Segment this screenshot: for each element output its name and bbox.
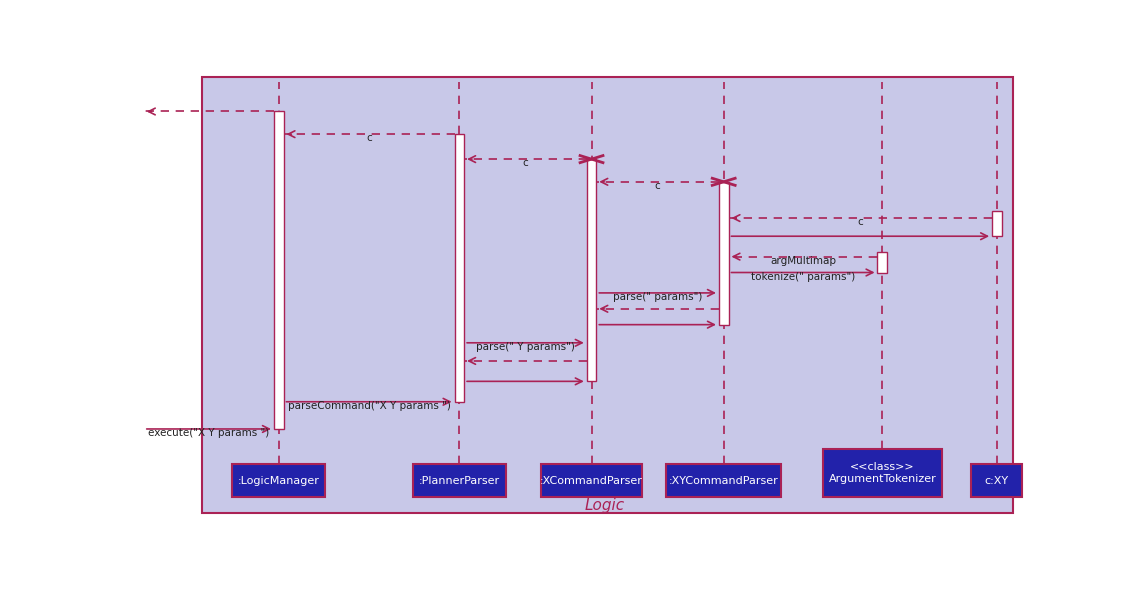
Text: Logic: Logic: [584, 498, 625, 512]
Bar: [823, 449, 941, 497]
Text: :XYCommandParser: :XYCommandParser: [669, 476, 779, 486]
Text: :LogicManager: :LogicManager: [238, 476, 319, 486]
Text: :XCommandParser: :XCommandParser: [540, 476, 642, 486]
Bar: [991, 211, 1002, 236]
Bar: [232, 464, 325, 497]
Bar: [413, 464, 506, 497]
Text: tokenize(" params"): tokenize(" params"): [750, 272, 855, 282]
Bar: [719, 182, 729, 325]
Text: parse(" Y params"): parse(" Y params"): [476, 342, 575, 352]
Bar: [587, 159, 597, 381]
Text: parseCommand("X Y params "): parseCommand("X Y params "): [288, 401, 450, 411]
Bar: [878, 252, 887, 273]
Text: argMultimap: argMultimap: [770, 256, 836, 266]
Text: c: c: [523, 158, 529, 168]
Text: execute("X Y params "): execute("X Y params "): [148, 428, 269, 438]
Bar: [274, 111, 283, 429]
Text: c: c: [655, 181, 661, 191]
Text: c:XY: c:XY: [985, 476, 1009, 486]
Bar: [541, 464, 642, 497]
Bar: [455, 134, 464, 402]
Text: :PlannerParser: :PlannerParser: [418, 476, 500, 486]
Text: c: c: [366, 133, 372, 143]
Text: c: c: [857, 217, 863, 227]
Text: <<class>>
ArgumentTokenizer: <<class>> ArgumentTokenizer: [829, 462, 936, 484]
Text: parse(" params"): parse(" params"): [613, 292, 703, 302]
Bar: [666, 464, 781, 497]
Bar: [971, 464, 1022, 497]
